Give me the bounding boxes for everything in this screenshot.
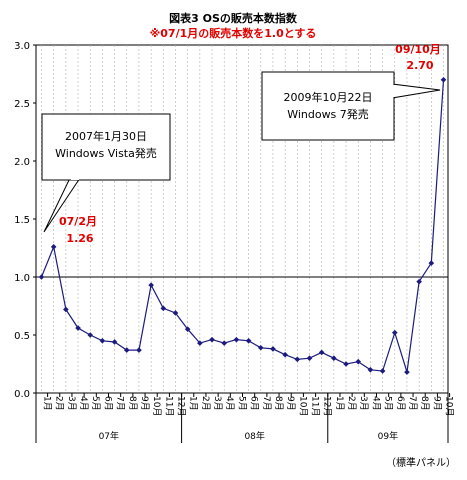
x-tick-label: 10月 (444, 396, 455, 416)
data-point (160, 305, 167, 312)
year-label: 09年 (378, 430, 398, 442)
data-point (428, 260, 435, 266)
data-point (355, 358, 362, 365)
x-tick-label: 3月 (66, 396, 77, 411)
y-tick-label: 1.0 (14, 273, 30, 284)
data-point (440, 77, 447, 83)
y-tick-label: 2.5 (14, 99, 30, 110)
x-tick-label: 4月 (370, 396, 381, 411)
data-point (416, 278, 422, 285)
data-point (123, 347, 130, 353)
x-tick-label: 7月 (407, 396, 418, 411)
data-point (221, 340, 228, 346)
callout-vista-line2: Windows Vista発売 (55, 146, 157, 160)
x-tick-label: 4月 (78, 396, 89, 411)
x-tick-label: 8月 (273, 396, 284, 411)
y-tick-label: 0.0 (14, 389, 30, 400)
callout-win7-line2: Windows 7発売 (287, 107, 369, 121)
data-point (136, 347, 142, 353)
data-point (63, 306, 69, 313)
data-point (379, 368, 386, 374)
data-markers (38, 77, 447, 375)
data-point (111, 339, 118, 345)
x-tick-label: 6月 (102, 396, 113, 411)
data-point (404, 369, 410, 375)
x-tick-label: 11月 (163, 396, 174, 416)
annotation-peak-2007-value: 1.26 (66, 232, 93, 245)
x-tick-label: 6月 (249, 396, 260, 411)
x-tick-label: 2月 (200, 396, 211, 411)
callout-vista-box (41, 113, 171, 181)
y-tick-label: 2.0 (14, 157, 30, 168)
chart-title: 図表3 OSの販売本数指数 (169, 11, 298, 25)
x-tick-label: 9月 (139, 396, 150, 411)
callout-vista-line1: 2007年1月30日 (65, 129, 147, 143)
data-point (75, 325, 81, 331)
annotation-peak-2007-label: 07/2月 (59, 215, 97, 228)
year-label: 07年 (99, 430, 119, 442)
annotation-peak-2009-label: 09/10月 (395, 43, 441, 56)
y-axis-ticks: 0.0 0.5 1.0 1.5 2.0 2.5 3.0 (14, 41, 36, 400)
data-point (87, 332, 94, 338)
x-tick-label: 5月 (236, 396, 247, 411)
annotation-peak-2009-value: 2.70 (406, 59, 433, 72)
y-tick-label: 1.5 (14, 215, 30, 226)
data-point (282, 351, 288, 358)
data-point (172, 310, 179, 316)
x-tick-label: 10月 (151, 396, 162, 416)
data-point (391, 329, 398, 336)
x-tick-label: 7月 (261, 396, 272, 411)
x-tick-label: 8月 (127, 396, 138, 411)
data-point (257, 344, 264, 351)
callout-win7-box (261, 71, 395, 141)
data-point (343, 361, 349, 367)
data-point (184, 326, 191, 332)
x-tick-label: 1月 (334, 396, 345, 411)
x-axis: 1月 2月 3月 4月 5月 6月 7月 8月 9月 10月 11月 12月 1月 2月 3月 4月 5月 6月 7… (35, 392, 455, 443)
source-note: （標準パネル） (386, 456, 456, 469)
x-tick-label: 7月 (115, 396, 126, 411)
x-tick-label: 4月 (224, 396, 235, 411)
callout-win7-line1: 2009年10月22日 (284, 90, 373, 104)
x-tick-label: 3月 (358, 396, 369, 411)
series-line (40, 79, 445, 373)
x-tick-label: 5月 (383, 396, 394, 411)
data-point (367, 367, 374, 373)
x-tick-label: 1月 (188, 396, 199, 411)
x-tick-label: 12月 (176, 396, 187, 416)
data-point (50, 244, 57, 250)
data-point (318, 349, 325, 356)
data-point (306, 355, 313, 361)
data-point (197, 340, 203, 346)
data-point (294, 356, 301, 363)
data-point (99, 338, 106, 344)
x-tick-label: 10月 (297, 396, 308, 416)
data-point (209, 336, 215, 343)
callout-vista: 2007年1月30日 Windows Vista発売 (41, 113, 171, 233)
data-point (148, 282, 154, 288)
x-tick-label: 9月 (285, 396, 296, 411)
x-tick-label: 5月 (90, 396, 101, 411)
data-point (245, 338, 252, 344)
year-label: 08年 (244, 430, 264, 442)
x-tick-label: 1月 (42, 396, 53, 411)
y-tick-label: 0.5 (14, 331, 30, 342)
data-point (331, 355, 337, 361)
x-tick-label: 12月 (322, 396, 333, 416)
callout-win7: 2009年10月22日 Windows 7発売 (261, 71, 441, 141)
data-point (233, 336, 240, 343)
x-tick-label: 6月 (395, 396, 406, 411)
x-tick-label: 9月 (431, 396, 442, 411)
x-tick-label: 2月 (346, 396, 357, 411)
x-tick-label: 2月 (54, 396, 65, 411)
chart-subtitle: ※07/1月の販売本数を1.0とする (150, 26, 317, 40)
data-point (270, 346, 276, 352)
y-tick-label: 3.0 (14, 41, 30, 52)
x-tick-label: 11月 (310, 396, 321, 416)
data-point (38, 274, 45, 280)
x-tick-label: 3月 (212, 396, 223, 411)
x-tick-label: 8月 (419, 396, 430, 411)
